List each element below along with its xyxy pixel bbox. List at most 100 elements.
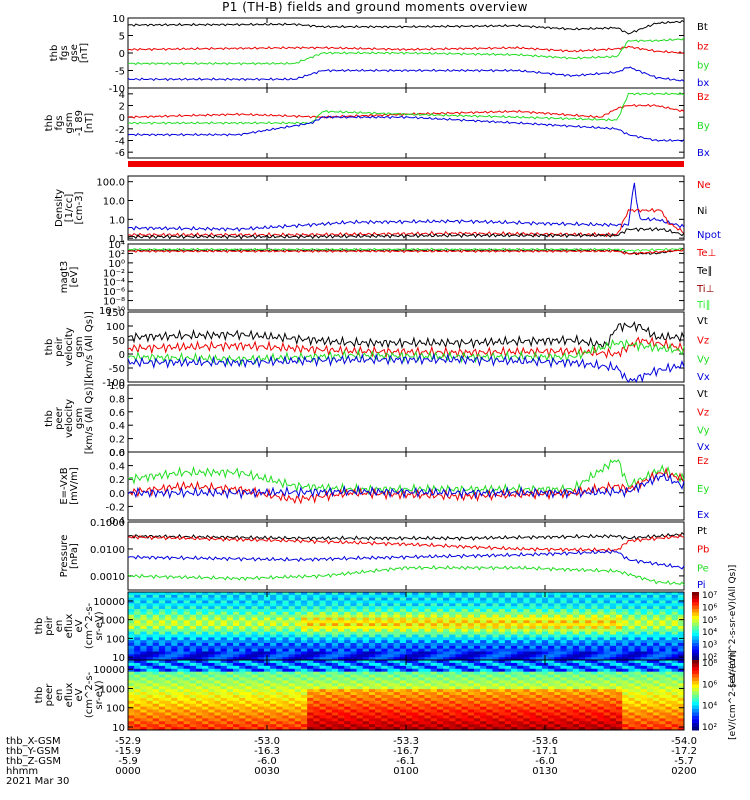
heatmap-cell	[270, 651, 277, 655]
heatmap-cell	[461, 651, 469, 655]
heatmap-cell	[461, 643, 469, 647]
heatmap-cell	[344, 660, 351, 664]
heatmap-cell	[511, 597, 518, 601]
heatmap-cell	[665, 665, 673, 670]
heatmap-cell	[622, 680, 629, 684]
heatmap-cell	[257, 606, 265, 610]
heatmap-cell	[455, 648, 463, 652]
heatmap-cell	[325, 654, 333, 658]
heatmap-cell	[300, 611, 308, 616]
heatmap-cell	[640, 715, 648, 719]
heatmap-cell	[257, 697, 265, 702]
heatmap-cell	[128, 606, 135, 610]
heatmap-cell	[325, 645, 333, 650]
heatmap-cell	[362, 631, 370, 635]
heatmap-cell	[486, 628, 493, 633]
heatmap-cell	[257, 594, 265, 599]
heatmap-cell	[609, 695, 617, 699]
heatmap-cell	[233, 626, 240, 630]
heatmap-cell	[257, 651, 265, 655]
heatmap-cell	[566, 706, 574, 711]
mode-bar	[128, 161, 684, 167]
heatmap-cell	[560, 637, 568, 641]
heatmap-cell	[282, 594, 290, 599]
heatmap-cell	[171, 609, 178, 613]
heatmap-cell	[158, 660, 166, 664]
heatmap-cell	[677, 712, 685, 716]
heatmap-cell	[467, 695, 475, 699]
heatmap-cell	[541, 703, 549, 708]
heatmap-cell	[486, 620, 493, 624]
heatmap-cell	[659, 671, 666, 676]
heatmap-cell	[195, 631, 203, 635]
heatmap-cell	[511, 700, 518, 705]
heatmap-cell	[257, 623, 265, 627]
heatmap-cell	[424, 592, 432, 596]
heatmap-cell	[344, 651, 351, 655]
heatmap-cell	[177, 662, 185, 667]
heatmap-cell	[195, 626, 203, 630]
heatmap-cell	[443, 620, 450, 624]
heatmap-cell	[128, 692, 135, 696]
series-line-Pb	[127, 533, 685, 553]
heatmap-cell	[467, 626, 475, 630]
heatmap-cell	[208, 640, 215, 644]
heatmap-cell	[325, 623, 333, 627]
heatmap-cell	[511, 727, 518, 731]
heatmap-cell	[338, 611, 345, 616]
heatmap-cell	[548, 620, 555, 624]
heatmap-cell	[350, 692, 358, 696]
heatmap-cell	[653, 671, 660, 676]
heatmap-cell	[659, 651, 666, 655]
heatmap-cell	[436, 683, 444, 687]
heatmap-cell	[362, 657, 370, 661]
heatmap-cell	[350, 648, 358, 652]
heatmap-cell	[665, 715, 673, 719]
heatmap-cell	[251, 718, 259, 722]
heatmap-cell	[381, 606, 388, 610]
heatmap-cell	[294, 617, 302, 621]
heatmap-cell	[282, 712, 290, 716]
heatmap-cell	[677, 637, 685, 641]
heatmap-cell	[140, 680, 148, 684]
heatmap-cell	[634, 662, 642, 667]
heatmap-cell	[245, 617, 253, 621]
heatmap-cell	[183, 654, 191, 658]
heatmap-cell	[659, 648, 666, 652]
heatmap-cell	[406, 592, 413, 596]
heatmap-cell	[226, 671, 234, 676]
heatmap-cell	[653, 657, 660, 661]
heatmap-cell	[436, 623, 444, 627]
heatmap-cell	[331, 634, 339, 638]
heatmap-cell	[480, 695, 487, 699]
heatmap-cell	[220, 600, 228, 604]
heatmap-cell	[498, 628, 506, 633]
heatmap-cell	[591, 677, 599, 681]
heatmap-cell	[239, 592, 246, 596]
heatmap-cell	[412, 620, 419, 624]
heatmap-cell	[307, 724, 314, 728]
heatmap-cell	[214, 671, 222, 676]
heatmap-cell	[331, 640, 339, 644]
heatmap-cell	[288, 718, 296, 722]
heatmap-cell	[436, 637, 444, 641]
heatmap-cell	[195, 703, 203, 708]
heatmap-cell	[560, 634, 568, 638]
heatmap-cell	[362, 677, 370, 681]
heatmap-cell	[523, 683, 531, 687]
heatmap-cell	[498, 617, 506, 621]
heatmap-cell	[362, 611, 370, 616]
heatmap-cell	[511, 634, 518, 638]
heatmap-cell	[585, 671, 592, 676]
heatmap-cell	[609, 709, 617, 713]
heatmap-cell	[134, 695, 141, 699]
heatmap-cell	[319, 680, 327, 684]
heatmap-cell	[226, 592, 234, 596]
heatmap-cell	[498, 614, 506, 618]
heatmap-cell	[424, 611, 432, 616]
heatmap-cell	[387, 700, 395, 705]
heatmap-cell	[430, 668, 438, 673]
heatmap-cell	[430, 614, 438, 618]
heatmap-cell	[412, 600, 419, 604]
heatmap-cell	[263, 623, 271, 627]
